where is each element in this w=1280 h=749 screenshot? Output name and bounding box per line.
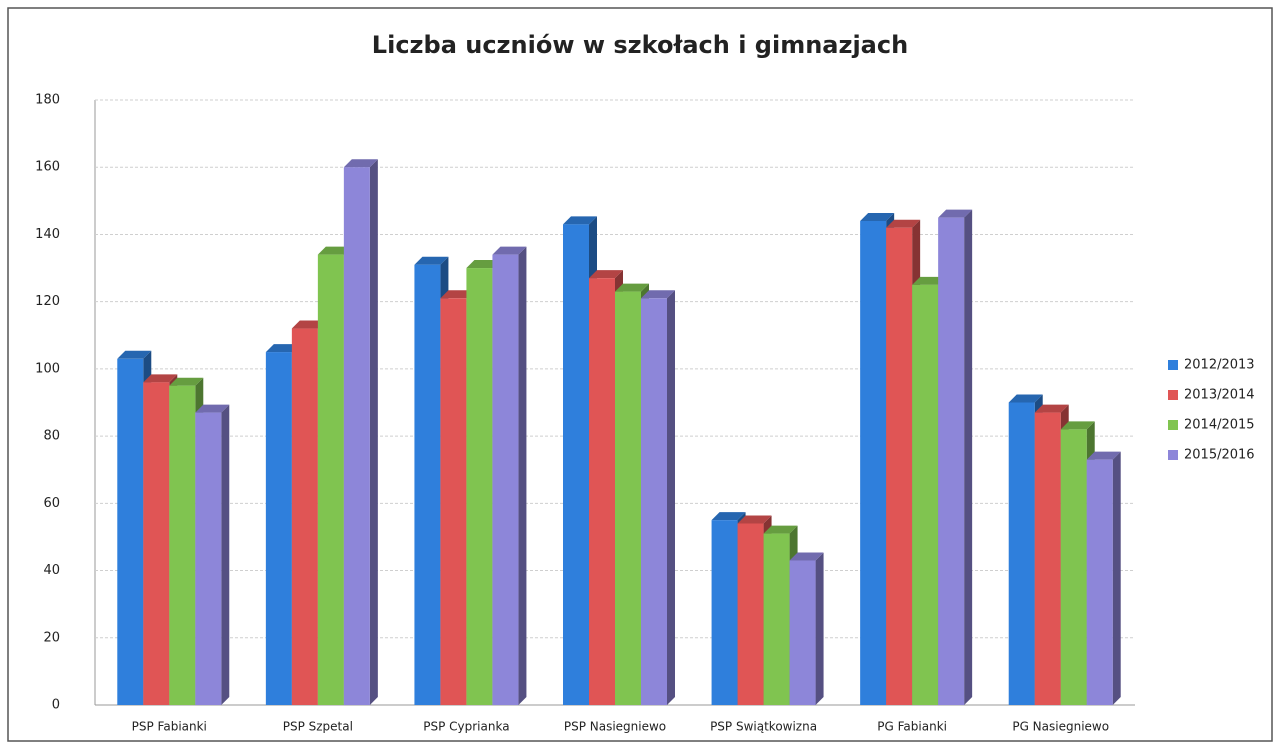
bar bbox=[265, 352, 292, 705]
bar bbox=[1060, 429, 1087, 705]
bar bbox=[291, 328, 318, 705]
bar-top bbox=[466, 260, 501, 269]
bar-side bbox=[667, 290, 675, 705]
x-tick-label: PSP Swiątkowizna bbox=[710, 720, 817, 734]
legend-swatch bbox=[1168, 360, 1178, 370]
bar bbox=[169, 385, 196, 705]
bar-top bbox=[291, 320, 326, 329]
bar-top bbox=[886, 219, 921, 228]
bar-top bbox=[143, 374, 178, 383]
bar-top bbox=[737, 515, 772, 524]
x-tick-label: PG Fabianki bbox=[877, 720, 947, 734]
bar-side bbox=[964, 209, 973, 705]
bar-top bbox=[117, 350, 152, 359]
bar bbox=[711, 520, 738, 705]
legend-swatch bbox=[1168, 450, 1178, 460]
bar bbox=[886, 227, 913, 705]
bar-top bbox=[938, 209, 973, 218]
bar-top bbox=[195, 404, 230, 413]
bar-top bbox=[414, 256, 449, 265]
bar-top bbox=[589, 270, 623, 279]
bar bbox=[641, 298, 667, 705]
legend-label: 2013/2014 bbox=[1184, 388, 1255, 403]
bar-top bbox=[1008, 394, 1043, 403]
y-tick-label: 60 bbox=[43, 496, 60, 511]
bar bbox=[589, 278, 615, 705]
bar bbox=[737, 523, 764, 705]
legend-swatch bbox=[1168, 390, 1178, 400]
bar-top bbox=[1034, 404, 1069, 413]
y-tick-label: 120 bbox=[35, 294, 60, 309]
bar-top bbox=[711, 512, 746, 521]
bar-side bbox=[815, 552, 824, 705]
bar-top bbox=[440, 290, 475, 299]
bar bbox=[317, 254, 344, 705]
bar-top bbox=[1060, 421, 1095, 430]
x-tick-label: PSP Nasiegniewo bbox=[564, 720, 666, 734]
y-tick-label: 80 bbox=[43, 429, 60, 444]
bar bbox=[615, 291, 641, 705]
x-tick-label: PSP Fabianki bbox=[132, 720, 207, 734]
bar-side bbox=[369, 159, 378, 705]
bar bbox=[414, 264, 441, 705]
bar-side bbox=[1112, 451, 1121, 705]
bar-top bbox=[317, 246, 352, 255]
legend-swatch bbox=[1168, 420, 1178, 430]
y-tick-label: 180 bbox=[35, 93, 60, 108]
bar bbox=[563, 224, 589, 705]
bar-top bbox=[1086, 451, 1121, 460]
y-tick-label: 40 bbox=[43, 563, 60, 578]
bar-top bbox=[265, 344, 300, 353]
y-tick-label: 140 bbox=[35, 227, 60, 242]
bar bbox=[789, 560, 816, 705]
bar bbox=[492, 254, 519, 705]
x-tick-label: PSP Szpetal bbox=[283, 720, 353, 734]
bar-top bbox=[492, 246, 527, 255]
legend-label: 2015/2016 bbox=[1184, 448, 1255, 463]
y-tick-label: 20 bbox=[43, 630, 60, 645]
bar bbox=[938, 217, 965, 705]
bar bbox=[1086, 459, 1113, 705]
x-tick-label: PSP Cyprianka bbox=[423, 720, 509, 734]
bar-side bbox=[221, 404, 230, 705]
chart-title: Liczba uczniów w szkołach i gimnazjach bbox=[372, 31, 908, 59]
bar-top bbox=[641, 290, 675, 299]
bar bbox=[143, 382, 170, 705]
bar-top bbox=[860, 213, 895, 221]
bar bbox=[343, 167, 370, 705]
bar-top bbox=[169, 377, 204, 386]
bar bbox=[763, 533, 790, 705]
y-tick-label: 100 bbox=[35, 361, 60, 376]
bar-top bbox=[912, 276, 947, 285]
x-tick-label: PG Nasiegniewo bbox=[1012, 720, 1109, 734]
bar-side bbox=[518, 246, 527, 705]
bar-top bbox=[343, 159, 378, 168]
legend-label: 2014/2015 bbox=[1184, 418, 1255, 433]
bar bbox=[1034, 412, 1061, 705]
chart-border bbox=[7, 7, 1273, 742]
bar bbox=[195, 412, 222, 705]
bar-top bbox=[563, 216, 597, 225]
legend-label: 2012/2013 bbox=[1184, 358, 1255, 373]
bar bbox=[912, 284, 939, 705]
bar bbox=[1008, 402, 1035, 705]
y-tick-label: 160 bbox=[35, 160, 60, 175]
bar-top bbox=[615, 283, 649, 292]
bar bbox=[117, 358, 144, 705]
bar-top bbox=[789, 552, 824, 561]
bar bbox=[466, 268, 493, 705]
y-tick-label: 0 bbox=[52, 698, 60, 713]
bar bbox=[440, 298, 467, 705]
bar-top bbox=[763, 525, 798, 534]
bar bbox=[860, 221, 887, 705]
